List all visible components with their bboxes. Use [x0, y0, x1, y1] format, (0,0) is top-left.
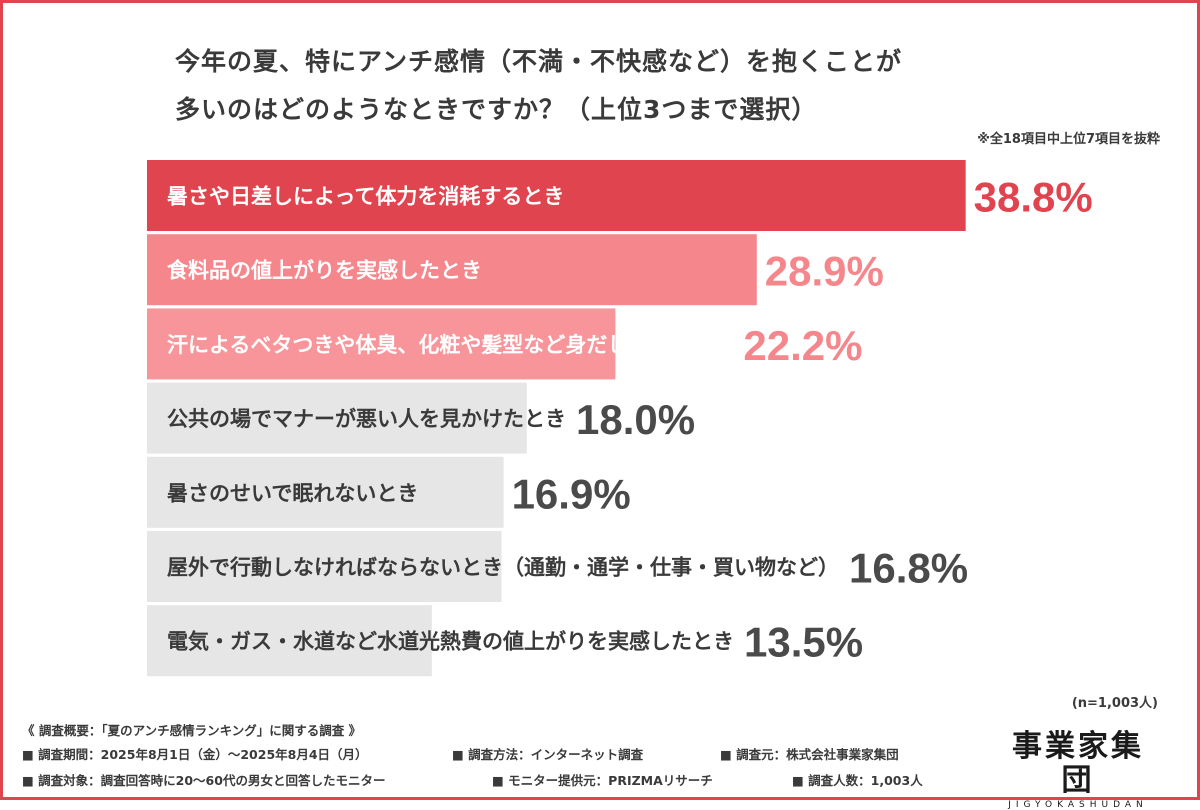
- bar-4: [147, 382, 527, 454]
- category-label-3: 汗によるベタつきや体臭、化粧や髪型など身だしなみの乱れ: [167, 333, 733, 357]
- bar-2: [147, 234, 757, 306]
- title-line-1: 今年の夏、特にアンチ感情（不満・不快感など）を抱くことが: [175, 47, 903, 76]
- category-label-7: 電気・ガス・水道など水道光熱費の値上がりを実感したとき: [167, 630, 734, 654]
- footer-organizer: ■ 調査元：株式会社事業家集団: [720, 747, 899, 762]
- footer-count: ■ 調査人数：1,003人: [792, 773, 923, 788]
- company-logo: 事業家集団 JIGYOKASHUDAN: [998, 730, 1158, 810]
- category-label-5: 暑さのせいで眠れないとき: [167, 481, 418, 505]
- bar-7: [147, 605, 432, 677]
- value-label-3: 22.2%: [743, 322, 862, 369]
- sample-size: (n=1,003人): [1071, 696, 1158, 711]
- category-label-2: 食料品の値上がりを実感したとき: [167, 259, 482, 283]
- category-label-1: 暑さや日差しによって体力を消耗するとき: [167, 185, 564, 209]
- value-label-1: 38.8%: [974, 174, 1093, 221]
- footer-provider: ■ モニター提供元：PRIZMAリサーチ: [492, 773, 713, 788]
- bar-5: [147, 456, 504, 528]
- title-line-2: 多いのはどのようなときですか？（上位3つまで選択）: [175, 95, 818, 124]
- logo-subtext: JIGYOKASHUDAN: [1008, 800, 1148, 810]
- value-label-4: 18.0%: [576, 396, 695, 443]
- footer-method: ■ 調査方法：インターネット調査: [452, 747, 644, 762]
- category-label-6: 屋外で行動しなければならないとき（通勤・通学・仕事・買い物など）: [167, 556, 839, 580]
- value-label-5: 16.9%: [512, 470, 631, 517]
- bar-6: [147, 531, 502, 602]
- footer-heading: 《 調査概要：「夏のアンチ感情ランキング」に関する調査 》: [22, 723, 362, 738]
- logo-text: 事業家集団: [1012, 729, 1144, 798]
- bar-3: [147, 308, 616, 380]
- chart-title: 今年の夏、特にアンチ感情（不満・不快感など）を抱くことが 多いのはどのようなとき…: [175, 38, 902, 134]
- footer-target: ■ 調査対象：調査回答時に20〜60代の男女と回答したモニター: [22, 773, 386, 788]
- excerpt-note: ※全18項目中上位7項目を抜粋: [977, 132, 1160, 147]
- bar-1: [147, 160, 966, 231]
- value-label-6: 16.8%: [849, 545, 968, 592]
- footer-period: ■ 調査期間：2025年8月1日（金）〜2025年8月4日（月）: [22, 747, 368, 762]
- category-label-4: 公共の場でマナーが悪い人を見かけたとき: [167, 407, 566, 431]
- value-label-2: 28.9%: [765, 248, 884, 295]
- value-label-7: 13.5%: [744, 619, 863, 666]
